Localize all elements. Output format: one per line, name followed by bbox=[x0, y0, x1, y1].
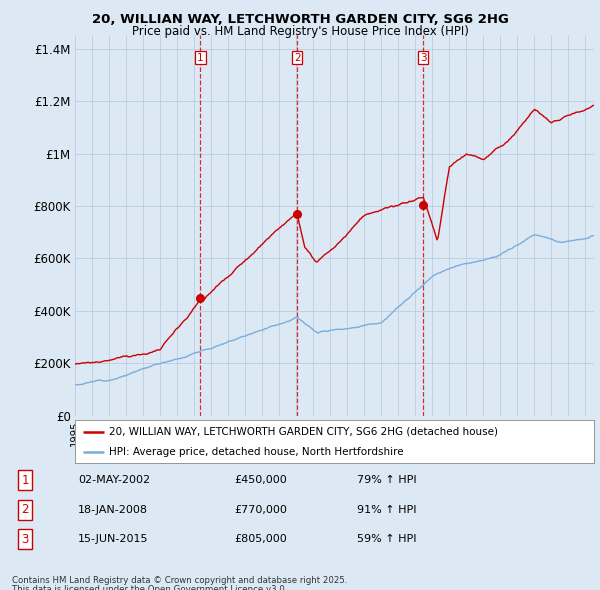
Text: £805,000: £805,000 bbox=[234, 535, 287, 544]
Text: 1: 1 bbox=[197, 53, 204, 63]
Text: 79% ↑ HPI: 79% ↑ HPI bbox=[357, 476, 416, 485]
Text: This data is licensed under the Open Government Licence v3.0.: This data is licensed under the Open Gov… bbox=[12, 585, 287, 590]
Text: HPI: Average price, detached house, North Hertfordshire: HPI: Average price, detached house, Nort… bbox=[109, 447, 403, 457]
Text: 3: 3 bbox=[22, 533, 29, 546]
Text: 2: 2 bbox=[294, 53, 301, 63]
Text: 15-JUN-2015: 15-JUN-2015 bbox=[78, 535, 149, 544]
Text: Contains HM Land Registry data © Crown copyright and database right 2025.: Contains HM Land Registry data © Crown c… bbox=[12, 576, 347, 585]
Text: 59% ↑ HPI: 59% ↑ HPI bbox=[357, 535, 416, 544]
Text: 3: 3 bbox=[420, 53, 427, 63]
Text: £450,000: £450,000 bbox=[234, 476, 287, 485]
Text: 91% ↑ HPI: 91% ↑ HPI bbox=[357, 505, 416, 514]
Text: 20, WILLIAN WAY, LETCHWORTH GARDEN CITY, SG6 2HG (detached house): 20, WILLIAN WAY, LETCHWORTH GARDEN CITY,… bbox=[109, 427, 498, 437]
Text: 20, WILLIAN WAY, LETCHWORTH GARDEN CITY, SG6 2HG: 20, WILLIAN WAY, LETCHWORTH GARDEN CITY,… bbox=[92, 13, 508, 26]
Text: 18-JAN-2008: 18-JAN-2008 bbox=[78, 505, 148, 514]
Text: 2: 2 bbox=[22, 503, 29, 516]
Text: £770,000: £770,000 bbox=[234, 505, 287, 514]
Text: Price paid vs. HM Land Registry's House Price Index (HPI): Price paid vs. HM Land Registry's House … bbox=[131, 25, 469, 38]
Text: 02-MAY-2002: 02-MAY-2002 bbox=[78, 476, 150, 485]
Text: 1: 1 bbox=[22, 474, 29, 487]
